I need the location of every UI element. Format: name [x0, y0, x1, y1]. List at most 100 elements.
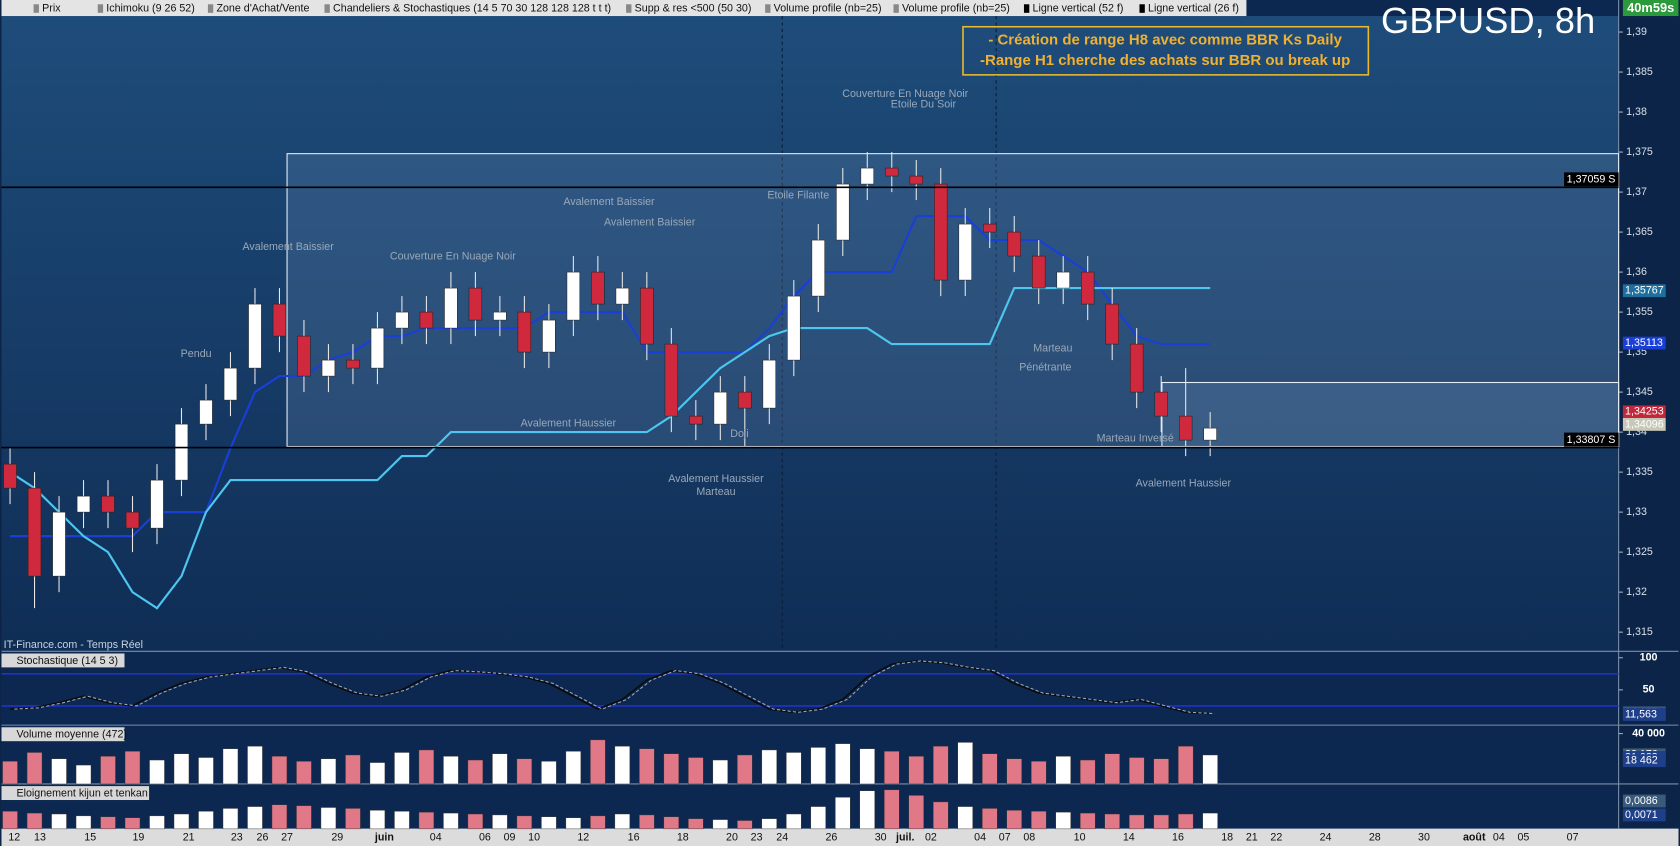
- toolbar-item[interactable]: Supp & res <500 (50 30): [635, 2, 752, 14]
- value-tag: [1622, 794, 1666, 808]
- x-tick-label: 07: [1567, 831, 1579, 843]
- x-tick-label: 04: [430, 831, 442, 843]
- volume-bar: [1202, 754, 1218, 785]
- pattern-label: Avalement Haussier: [668, 473, 764, 485]
- candle-body: [787, 295, 801, 361]
- y-tick-label: 1,39: [1626, 26, 1647, 38]
- pattern-label: Etoile Filante: [767, 190, 829, 202]
- distance-bar: [712, 819, 729, 830]
- toolbar-icon: [626, 4, 632, 13]
- toolbar-item[interactable]: Ligne vertical (26 f): [1148, 2, 1239, 14]
- candle-body: [1178, 415, 1193, 441]
- toolbar-item[interactable]: Zone d'Achat/Vente: [216, 2, 309, 14]
- candle-body: [811, 239, 825, 297]
- candle-body: [27, 487, 42, 577]
- x-tick-label: 10: [1074, 831, 1086, 843]
- panel-title: Eloignement kijun et tenkan: [16, 787, 147, 799]
- volume-bar: [418, 749, 435, 785]
- toolbar-item[interactable]: Volume profile (nb=25): [902, 2, 1010, 14]
- x-tick-label: 19: [132, 831, 144, 843]
- volume-bar: [1177, 745, 1194, 785]
- distance-bar: [467, 813, 484, 830]
- y-tick-label: 1,38: [1626, 106, 1647, 118]
- candle-body: [713, 391, 728, 425]
- distance-bar: [1080, 812, 1096, 830]
- distance-bar: [124, 817, 141, 830]
- volume-bar: [51, 758, 67, 785]
- distance-bar: [761, 818, 778, 830]
- distance-bar: [982, 808, 998, 830]
- volume-bar: [271, 756, 288, 785]
- value-tag: [1622, 708, 1666, 721]
- distance-bar: [516, 815, 533, 830]
- candle-body: [297, 335, 311, 377]
- toolbar-icon: [97, 4, 104, 13]
- volume-bar: [1055, 756, 1071, 785]
- x-tick-label: 12: [8, 831, 20, 843]
- toolbar-item[interactable]: Prix: [42, 2, 61, 14]
- distance-bar: [614, 813, 631, 830]
- volume-bar: [1006, 758, 1022, 785]
- volume-bar: [786, 752, 802, 785]
- candle-body: [248, 303, 262, 369]
- y-tick-label: 1,37: [1626, 186, 1647, 198]
- volume-bar: [957, 742, 973, 785]
- y-tick-label: 1,36: [1626, 266, 1647, 278]
- x-tick-label: 28: [1369, 831, 1381, 843]
- x-tick-label: 21: [183, 831, 195, 843]
- distance-bar: [222, 808, 239, 830]
- distance-bar: [173, 813, 190, 830]
- distance-bar: [320, 807, 337, 830]
- toolbar-item[interactable]: Ichimoku (9 26 52): [106, 2, 195, 14]
- volume-bar: [908, 756, 924, 785]
- range-box: [286, 153, 1620, 448]
- toolbar-icon: [324, 4, 330, 13]
- candle-body: [321, 359, 336, 377]
- pattern-label: Doji: [730, 428, 748, 440]
- x-tick-label: 23: [751, 831, 763, 843]
- candle-body: [909, 175, 923, 185]
- volume-bar: [443, 756, 459, 785]
- candle-body: [1130, 343, 1144, 393]
- toolbar-item[interactable]: Chandeliers & Stochastiques (14 5 70 30 …: [333, 2, 611, 14]
- timer-box: [1622, 0, 1679, 17]
- distance-bar: [810, 806, 826, 830]
- x-tick-label: 20: [726, 831, 738, 843]
- value-tag-label: 0,0071: [1625, 809, 1658, 821]
- x-tick-label: 26: [257, 831, 269, 843]
- candle-body: [52, 511, 66, 577]
- distance-bar: [296, 805, 312, 830]
- date-axis: [1, 828, 1679, 846]
- distance-bar: [737, 820, 753, 830]
- candle-body: [1154, 391, 1168, 417]
- volume-bar: [345, 754, 361, 785]
- volume-bar: [933, 745, 949, 785]
- volume-bar: [541, 761, 557, 785]
- x-tick-label: 10: [528, 831, 540, 843]
- volume-bar: [1104, 753, 1120, 785]
- distance-bar: [198, 811, 214, 830]
- distance-bar: [100, 816, 116, 830]
- candle-body: [664, 343, 679, 417]
- volume-bar: [761, 749, 778, 785]
- volume-bar: [688, 757, 704, 785]
- x-tick-label: 09: [504, 831, 516, 843]
- watermark: IT-Finance.com - Temps Réel: [4, 639, 143, 651]
- stochastic-line: [10, 660, 1211, 715]
- candle-body: [1007, 231, 1021, 257]
- y-tick-label: 1,325: [1626, 546, 1653, 558]
- panel-title: Stochastique (14 5 3): [16, 655, 118, 667]
- x-tick-label: 05: [1517, 831, 1529, 843]
- value-tag-label: 0,0086: [1625, 795, 1658, 807]
- volume-bar: [810, 747, 826, 785]
- toolbar-icon: [33, 4, 39, 13]
- x-tick-label: 18: [677, 831, 689, 843]
- toolbar-item[interactable]: Volume profile (nb=25): [774, 2, 882, 14]
- toolbar[interactable]: [1, 0, 1247, 17]
- volume-bar: [737, 754, 753, 785]
- toolbar-icon: [207, 4, 214, 13]
- distance-bar: [345, 808, 361, 830]
- x-tick-label: 27: [281, 831, 293, 843]
- toolbar-item[interactable]: Ligne vertical (52 f): [1033, 2, 1124, 14]
- volume-bar: [173, 753, 190, 785]
